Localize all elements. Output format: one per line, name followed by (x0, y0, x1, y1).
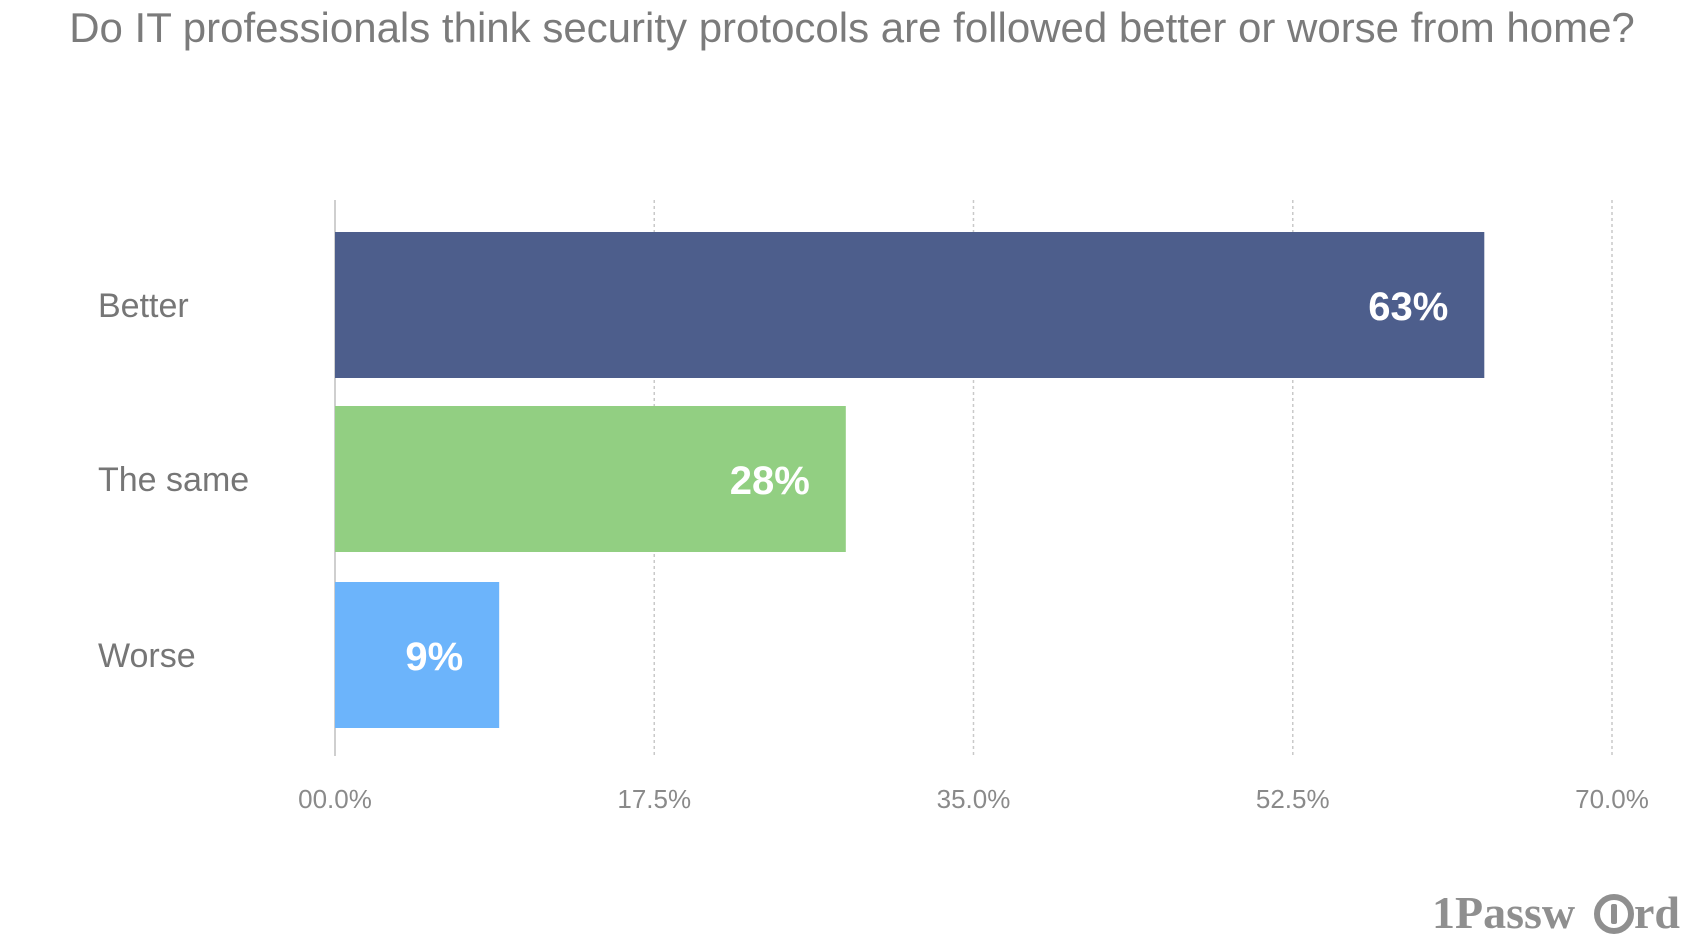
x-tick-label: 35.0% (937, 784, 1011, 814)
category-label: Worse (98, 637, 196, 675)
x-tick-label: 00.0% (298, 784, 372, 814)
svg-text:rd: rd (1634, 887, 1680, 938)
category-label: The same (98, 461, 249, 499)
category-label: Better (98, 287, 189, 325)
x-tick-label: 17.5% (617, 784, 691, 814)
labels: 00.0% 17.5% 35.0% 52.5% 70.0% Better 63% The sa… (98, 285, 1649, 814)
data-label: 28% (730, 459, 810, 503)
x-tick-label: 52.5% (1256, 784, 1330, 814)
keyhole-icon (1594, 894, 1634, 934)
bars (335, 232, 1485, 728)
bar (335, 232, 1485, 378)
svg-text:1Passw: 1Passw (1432, 887, 1575, 938)
bar (335, 406, 846, 552)
1password-logo: 1Passw rd (1432, 887, 1680, 938)
x-tick-label: 70.0% (1575, 784, 1649, 814)
data-label: 9% (405, 635, 463, 679)
bar (335, 582, 500, 728)
data-label: 63% (1368, 285, 1448, 329)
chart-title: Do IT professionals think security proto… (69, 4, 1635, 51)
